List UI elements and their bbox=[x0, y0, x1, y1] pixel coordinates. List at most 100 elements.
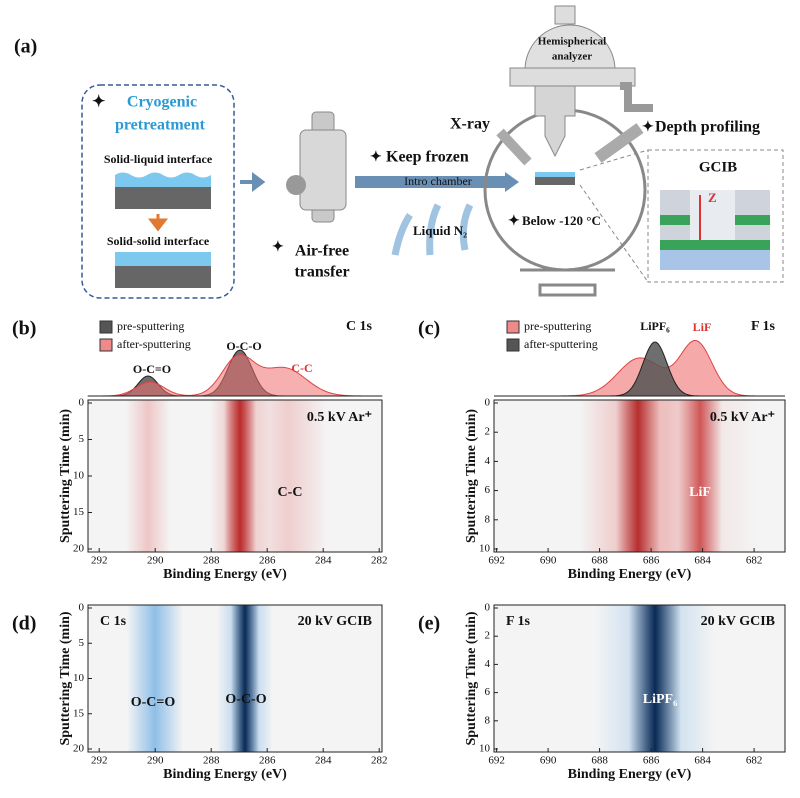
arrow-head bbox=[505, 172, 519, 192]
x-tick-label: 682 bbox=[746, 755, 763, 767]
y-tick-label: 15 bbox=[73, 506, 85, 518]
y-tick-label: 15 bbox=[73, 707, 85, 719]
frame bbox=[493, 604, 786, 753]
vapor-arrows bbox=[391, 203, 474, 256]
x-tick-label: 282 bbox=[371, 755, 388, 767]
spark: ✦ bbox=[370, 150, 382, 165]
x-tick-label: 286 bbox=[259, 755, 276, 767]
intro-bar bbox=[355, 176, 505, 188]
y-tick-label: 0 bbox=[79, 397, 85, 409]
y-tick-label: 2 bbox=[485, 630, 491, 642]
y-tick-label: 0 bbox=[485, 397, 491, 409]
xray: X-ray bbox=[450, 116, 490, 133]
x-tick-label: 290 bbox=[147, 555, 164, 567]
intensity-band bbox=[127, 605, 183, 752]
peak-label: LiPF₆ bbox=[640, 319, 670, 333]
valve bbox=[286, 175, 306, 195]
x-axis-title: Binding Energy (eV) bbox=[163, 767, 287, 782]
x-tick-label: 286 bbox=[259, 555, 276, 567]
panel-label: (e) bbox=[418, 613, 440, 635]
panel-title: C 1s bbox=[100, 614, 127, 629]
x-tick-label: 290 bbox=[147, 755, 164, 767]
x-tick-label: 686 bbox=[643, 755, 660, 767]
analyzer-lens bbox=[534, 85, 576, 158]
panel-title: C 1s bbox=[346, 319, 373, 334]
analyzer-top bbox=[554, 5, 576, 25]
pretreatment-line: pretreatment bbox=[115, 117, 206, 134]
y-tick-label: 10 bbox=[479, 743, 491, 755]
gcib-layer bbox=[660, 240, 770, 250]
y-axis-title: Sputtering Time (min) bbox=[464, 611, 479, 745]
panel-label: (d) bbox=[12, 613, 36, 635]
sample bbox=[535, 172, 575, 177]
intensity-band bbox=[629, 605, 681, 752]
x-tick-label: 688 bbox=[591, 755, 608, 767]
legend-label: after-sputtering bbox=[524, 337, 598, 351]
legend-label: after-sputtering bbox=[117, 337, 191, 351]
x-tick-label: 686 bbox=[643, 555, 660, 567]
x-tick-label: 684 bbox=[694, 555, 711, 567]
intro-label: Intro chamber bbox=[404, 174, 472, 188]
y-tick-label: 10 bbox=[73, 672, 85, 684]
pretreatment-line: Cryogenic bbox=[127, 94, 197, 111]
y-axis-title: Sputtering Time (min) bbox=[58, 409, 73, 543]
x-tick-label: 682 bbox=[746, 555, 763, 567]
zoom-lines bbox=[579, 149, 649, 283]
legend-swatch bbox=[99, 338, 113, 352]
pretreatment-box bbox=[81, 84, 235, 299]
keep-frozen: Keep frozen bbox=[386, 149, 469, 166]
interface-label: Solid-liquid interface bbox=[104, 152, 213, 166]
panel: 292 290 288 286 284 282 0 5 10 15 20 Binding Energy… bbox=[12, 318, 387, 583]
spark: ✦ bbox=[92, 94, 105, 111]
y-tick-label: 4 bbox=[485, 455, 491, 467]
x-axis-title: Binding Energy (eV) bbox=[163, 567, 287, 582]
panel-subtitle: 20 kV GCIB bbox=[298, 614, 372, 629]
x-tick-label: 292 bbox=[91, 755, 108, 767]
panel-title: F 1s bbox=[751, 319, 776, 334]
annotation: C-C bbox=[278, 485, 303, 500]
depth-profiling: Depth profiling bbox=[655, 119, 760, 136]
y-tick-label: 5 bbox=[79, 433, 85, 445]
sample bbox=[535, 177, 575, 185]
gcib-layer bbox=[660, 250, 770, 270]
analyzer-dome bbox=[524, 24, 616, 71]
panel-title: F 1s bbox=[506, 614, 531, 629]
y-tick-label: 0 bbox=[79, 602, 85, 614]
x-tick-label: 288 bbox=[203, 755, 220, 767]
legend-label: pre-sputtering bbox=[117, 319, 184, 333]
panel: 692 690 688 686 684 682 0 2 4 6 8 10 Binding Energy … bbox=[418, 602, 786, 782]
substrate bbox=[115, 187, 211, 209]
intensity-band bbox=[126, 400, 170, 552]
y-tick-label: 4 bbox=[485, 658, 491, 670]
x-tick-label: 284 bbox=[315, 755, 332, 767]
x-tick-label: 690 bbox=[540, 555, 557, 567]
gcib-crater bbox=[690, 190, 735, 240]
y-tick-label: 10 bbox=[73, 470, 85, 482]
legend-label: pre-sputtering bbox=[524, 319, 591, 333]
annotation: O-C=O bbox=[131, 695, 176, 710]
peak-label: LiF bbox=[693, 320, 712, 334]
x-tick-label: 282 bbox=[371, 555, 388, 567]
z-label: Z bbox=[708, 190, 717, 205]
peak-label: O-C-O bbox=[226, 339, 261, 353]
interface-label: Solid-solid interface bbox=[107, 234, 210, 248]
analyzer-line: Hemispherical bbox=[538, 36, 606, 48]
intensity-band bbox=[231, 605, 259, 752]
annotation: LiPF₆ bbox=[643, 692, 678, 707]
transfer-body bbox=[299, 129, 347, 211]
substrate bbox=[115, 266, 211, 288]
transfer-line: Air-free bbox=[295, 243, 349, 260]
legend-swatch bbox=[506, 338, 520, 352]
y-tick-label: 8 bbox=[485, 714, 491, 726]
legend-swatch bbox=[506, 320, 520, 334]
transfer-line: transfer bbox=[294, 264, 349, 281]
solid-layer bbox=[115, 252, 211, 266]
x-tick-label: 692 bbox=[488, 755, 505, 767]
arrow bbox=[240, 172, 266, 192]
x-tick-label: 288 bbox=[203, 555, 220, 567]
peak-label: C-C bbox=[291, 361, 312, 375]
analyzer-flange bbox=[509, 67, 636, 87]
annotation: O-C-O bbox=[225, 692, 266, 707]
